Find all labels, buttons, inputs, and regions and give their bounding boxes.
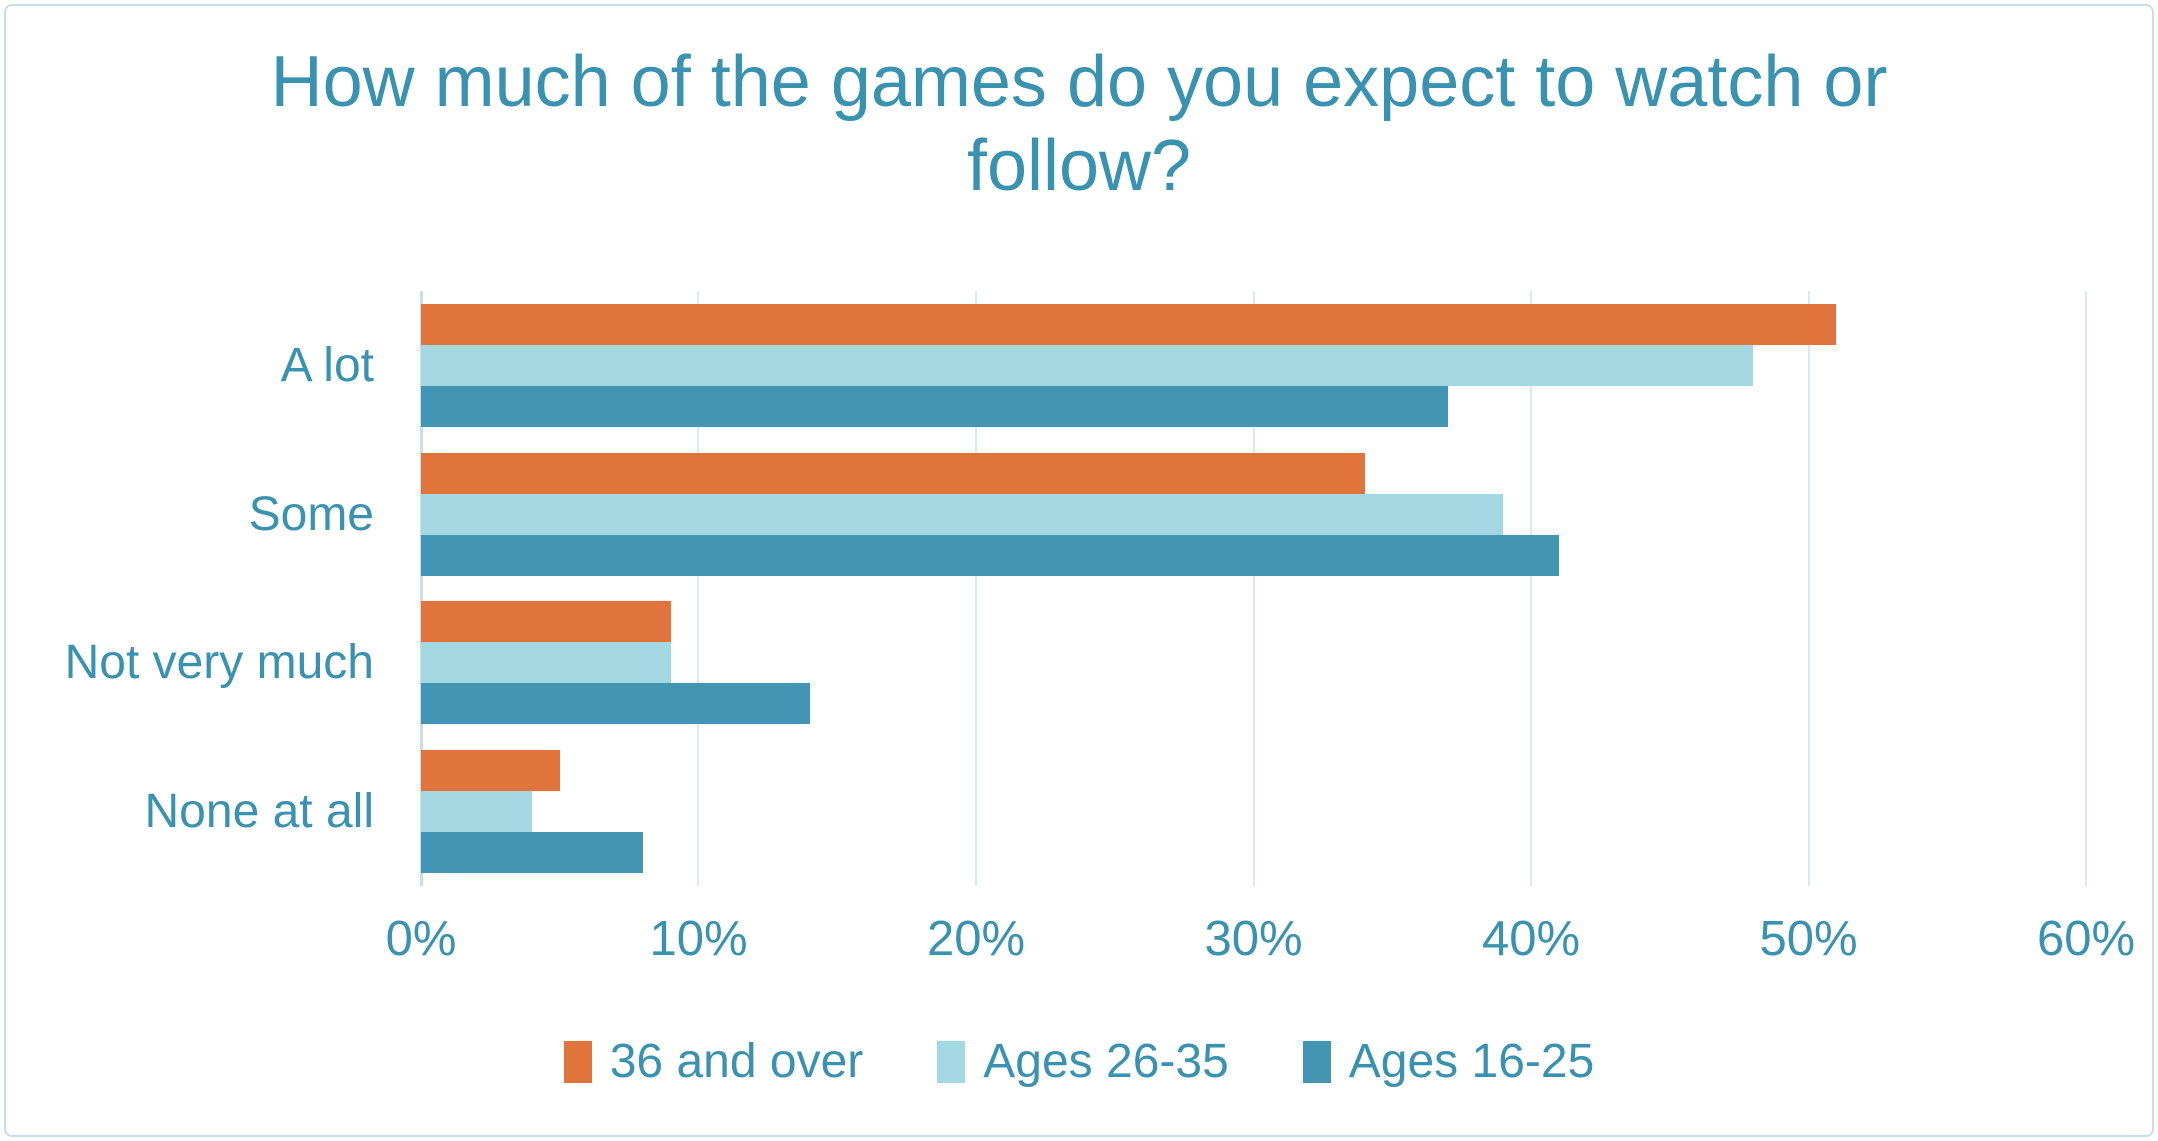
gridline-30%	[1252, 291, 1255, 886]
chart-frame: How much of the games do you expect to w…	[4, 4, 2154, 1137]
bar-rows	[421, 291, 2086, 886]
legend-item-ages-26-35: Ages 26-35	[937, 1034, 1229, 1089]
bar-group-not-very-much	[421, 589, 2086, 738]
bar-ages-16-25-a-lot	[421, 385, 1448, 427]
x-axis: 0% 10% 20% 30% 40% 50% 60%	[386, 911, 2135, 975]
gridline-10%	[697, 291, 700, 886]
bar-ages-26-35-none-at-all	[421, 791, 532, 833]
bar-36-and-over-some	[421, 452, 1365, 494]
gridlines	[420, 291, 2087, 886]
category-label-some: Some	[248, 487, 374, 541]
gridline-60%	[2085, 291, 2087, 886]
category-label-none-at-all: None at all	[144, 785, 374, 839]
bar-36-and-over-a-lot	[421, 303, 1837, 345]
legend-swatch-36-and-over	[563, 1040, 592, 1083]
legend-swatch-ages-16-25	[1302, 1040, 1331, 1083]
bar-36-and-over-none-at-all	[421, 750, 560, 792]
legend-label-ages-26-35: Ages 26-35	[983, 1035, 1229, 1088]
x-tick-label-0: 0%	[385, 912, 457, 966]
bar-ages-26-35-a-lot	[421, 344, 1753, 386]
bar-ages-26-35-not-very-much	[421, 642, 671, 684]
bar-ages-16-25-none-at-all	[421, 832, 643, 874]
bar-group-some	[421, 440, 2086, 589]
gridline-40%	[1529, 291, 1532, 886]
legend-item-36-and-over: 36 and over	[563, 1034, 864, 1089]
x-tick-label-10: 10%	[649, 912, 748, 966]
category-label-a-lot: A lot	[280, 338, 374, 392]
gridline-20%	[974, 291, 977, 886]
category-label-not-very-much: Not very much	[64, 636, 374, 690]
legend-item-ages-16-25: Ages 16-25	[1302, 1034, 1595, 1089]
bar-ages-16-25-some	[421, 534, 1559, 576]
chart-title: How much of the games do you expect to w…	[270, 42, 1888, 207]
bar-group-none-at-all	[421, 737, 2086, 886]
x-tick-label-30: 30%	[1204, 912, 1303, 966]
category-axis: A lot Some Not very much None at all	[6, 291, 398, 886]
x-tick-label-50: 50%	[1759, 912, 1858, 966]
x-tick-label-40: 40%	[1481, 912, 1581, 966]
legend-swatch-ages-26-35	[937, 1040, 966, 1083]
legend-label-ages-16-25: Ages 16-25	[1348, 1035, 1595, 1088]
bar-ages-16-25-not-very-much	[421, 683, 810, 725]
x-tick-label-20: 20%	[926, 912, 1026, 966]
x-tick-label-60: 60%	[2036, 912, 2136, 966]
legend-label-36-and-over: 36 and over	[609, 1035, 864, 1088]
bar-ages-26-35-some	[421, 493, 1504, 535]
axis-line	[420, 291, 423, 886]
plot-area	[420, 291, 2087, 886]
legend: 36 and over Ages 26-35 Ages 16-25	[6, 1034, 2152, 1089]
bar-group-a-lot	[421, 291, 2086, 440]
bar-36-and-over-not-very-much	[421, 601, 671, 643]
gridline-50%	[1807, 291, 1810, 886]
